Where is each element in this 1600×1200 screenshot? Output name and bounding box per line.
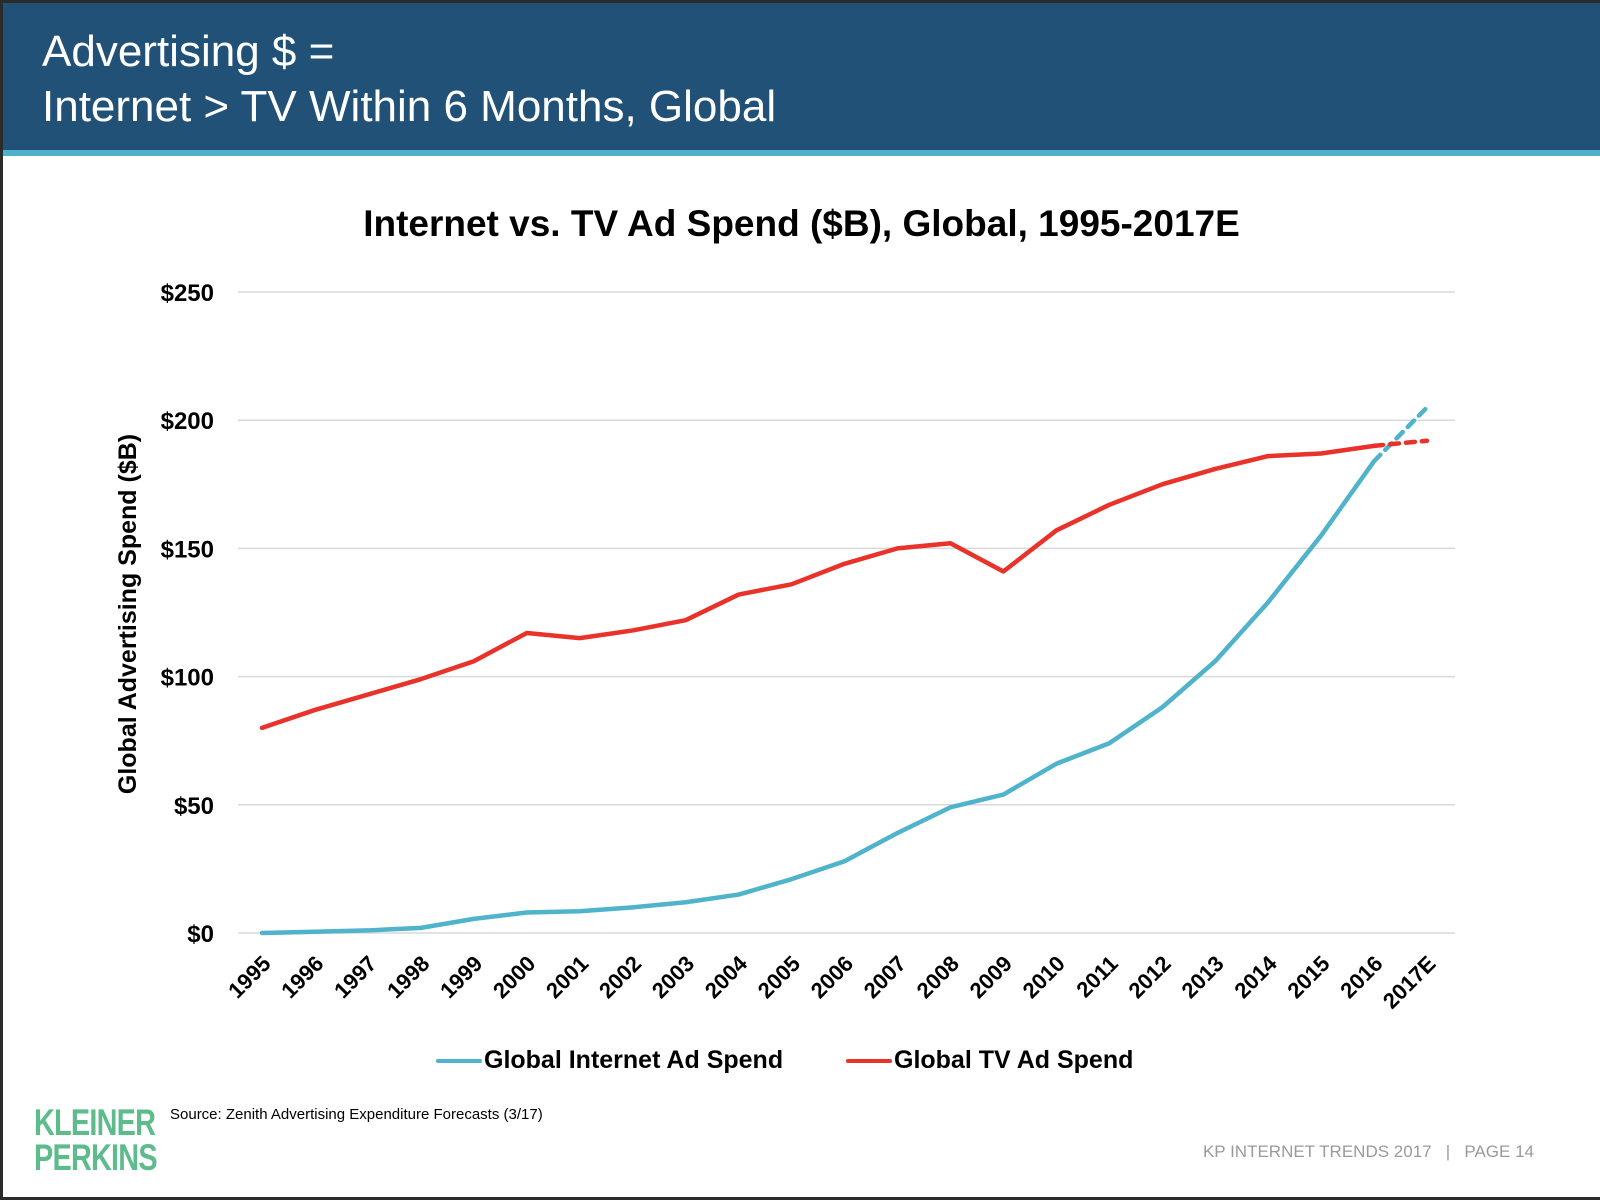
x-tick-label: 2011 (1071, 951, 1122, 1002)
x-tick-label: 2017E (1378, 951, 1441, 1014)
slide: Advertising $ = Internet > TV Within 6 M… (3, 3, 1600, 1197)
x-tick-label: 2007 (859, 951, 911, 1003)
x-tick-label: 2003 (647, 951, 699, 1003)
x-tick-label: 2008 (912, 951, 964, 1003)
source-note: Source: Zenith Advertising Expenditure F… (170, 1106, 543, 1123)
slide-header: Advertising $ = Internet > TV Within 6 M… (3, 3, 1600, 150)
x-tick-label: 2005 (753, 951, 805, 1003)
x-tick-label: 1999 (435, 951, 487, 1003)
x-tick-label: 2012 (1123, 951, 1175, 1003)
x-tick-label: 2014 (1229, 950, 1282, 1003)
x-tick-label: 2009 (965, 951, 1017, 1003)
page-footer: KP INTERNET TRENDS 2017 | PAGE 14 (1203, 1142, 1534, 1162)
x-tick-label: 2013 (1176, 951, 1228, 1003)
header-accent-stripe (3, 150, 1600, 156)
legend-swatch-tv (846, 1058, 892, 1063)
x-tick-label: 1996 (276, 951, 328, 1003)
slide-title-line-2: Internet > TV Within 6 Months, Global (42, 82, 777, 131)
x-tick-label: 2001 (541, 951, 593, 1003)
x-tick-label: 2006 (806, 951, 858, 1003)
y-tick-label: $250 (161, 280, 214, 307)
series-estimate-line-tv (1371, 438, 1430, 449)
y-axis-label: Global Advertising Spend ($B) (114, 434, 142, 794)
legend-label-internet: Global Internet Ad Spend (484, 1046, 784, 1074)
footer-separator: | (1445, 1142, 1451, 1161)
x-tick-label: 2004 (700, 950, 753, 1003)
line-chart: $0 $50 $100 $150 $200 $250 Global Advertising … (114, 280, 1455, 1014)
legend-label-tv: Global TV Ad Spend (894, 1046, 1134, 1074)
series-line-tv (259, 443, 1377, 731)
x-tick-label: 1998 (382, 951, 434, 1003)
legend-item-tv: Global TV Ad Spend (846, 1046, 1133, 1075)
y-tick-label: $100 (161, 665, 214, 692)
footer-report-name: KP INTERNET TRENDS 2017 (1202, 1142, 1432, 1161)
x-tick-label: 2010 (1018, 951, 1070, 1003)
x-tick-label: 2000 (488, 951, 540, 1003)
slide-title-line-1: Advertising $ = (42, 27, 335, 76)
y-tick-label: $50 (174, 793, 214, 820)
kleiner-perkins-logo: KLEINER PERKINS (34, 1102, 158, 1178)
x-tick-label: 2002 (594, 951, 646, 1003)
y-tick-label: $150 (161, 536, 214, 563)
footer-page-number: PAGE 14 (1464, 1142, 1534, 1161)
x-tick-label: 2015 (1282, 951, 1334, 1003)
y-tick-label: $0 (187, 921, 214, 948)
x-tick-label: 1995 (223, 951, 275, 1003)
logo-line-1: KLEINER (34, 1102, 156, 1143)
x-tick-label: 1997 (329, 951, 381, 1003)
chart-legend: Global Internet Ad Spend Global TV Ad Sp… (3, 1046, 1600, 1086)
series-estimate-line-internet (1371, 405, 1430, 464)
legend-swatch-internet (436, 1058, 482, 1063)
chart-title: Internet vs. TV Ad Spend ($B), Global, 1… (363, 203, 1240, 244)
series-line-internet (259, 458, 1377, 936)
legend-item-internet: Global Internet Ad Spend (436, 1046, 783, 1075)
y-tick-label: $200 (161, 408, 214, 435)
logo-line-2: PERKINS (34, 1137, 158, 1178)
